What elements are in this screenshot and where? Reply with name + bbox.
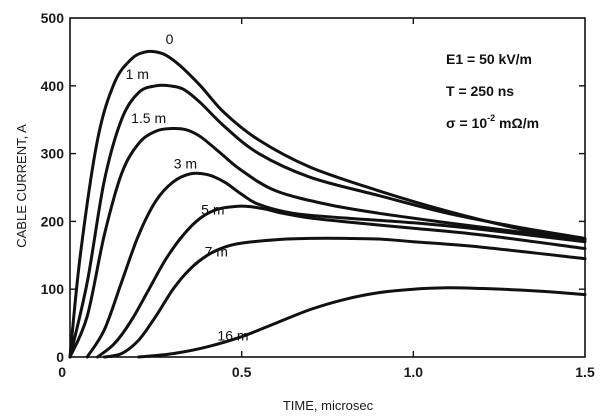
annotation-t: T = 250 ns — [446, 83, 514, 99]
series-labels: 0 1 m 1.5 m 3 m 5 m 7 m 16 m — [126, 31, 249, 344]
y-tick-label: 400 — [41, 78, 65, 94]
series-curves — [68, 49, 587, 359]
series-curve-0 — [68, 49, 587, 359]
series-label-4: 5 m — [201, 202, 224, 218]
series-curve-2 — [68, 126, 587, 359]
series-label-3: 3 m — [174, 156, 197, 172]
y-axis-title: CABLE CURRENT, A — [14, 124, 29, 248]
x-axis-title: TIME, microsec — [283, 398, 374, 413]
series-curve-6 — [137, 286, 587, 359]
series-curve-5 — [102, 236, 587, 359]
series-label-5: 7 m — [205, 244, 228, 260]
y-tick-label: 300 — [41, 146, 65, 162]
x-tick-label: 0.5 — [232, 364, 252, 380]
series-label-2: 1.5 m — [131, 110, 166, 126]
y-tick-label: 100 — [41, 281, 65, 297]
x-tick-label: 1.0 — [404, 364, 424, 380]
y-tick-label: 0 — [56, 349, 64, 365]
axis-ticks: 0 100 200 300 400 500 0 0.5 1.0 1.5 — [41, 10, 595, 380]
x-tick-label: 1.5 — [575, 364, 595, 380]
series-label-6: 16 m — [217, 328, 248, 344]
annotation-sigma-exponent: -2 — [487, 113, 495, 123]
plot-frame — [69, 17, 586, 358]
parameter-annotations: E1 = 50 kV/m T = 250 ns σ = 10-2 mΩ/m — [446, 51, 539, 131]
series-curve-4 — [96, 204, 587, 359]
annotation-e1: E1 = 50 kV/m — [446, 51, 532, 67]
x-tick-label: 0 — [58, 364, 66, 380]
series-label-1: 1 m — [126, 66, 149, 82]
y-tick-label: 200 — [41, 213, 65, 229]
series-curve-3 — [85, 171, 587, 359]
annotation-sigma: σ = 10-2 mΩ/m — [446, 113, 539, 131]
plot-area — [69, 17, 586, 358]
series-curve-1 — [68, 83, 587, 359]
series-label-0: 0 — [166, 31, 174, 47]
y-tick-label: 500 — [41, 10, 65, 26]
